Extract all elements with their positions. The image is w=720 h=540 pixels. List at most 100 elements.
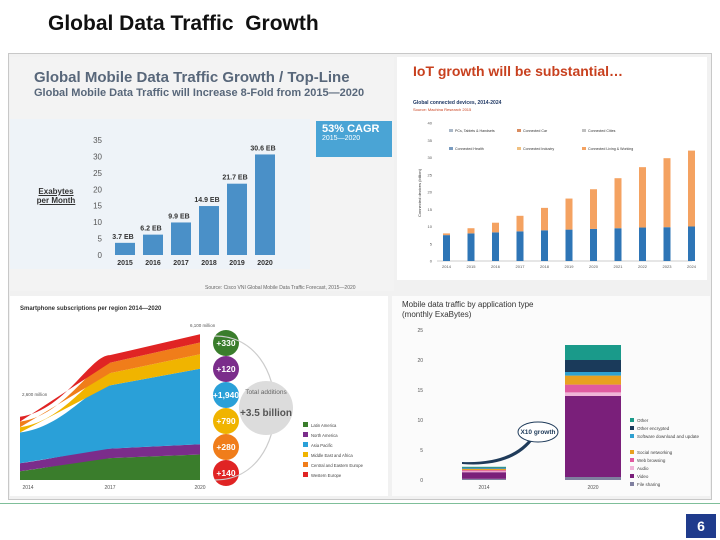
- bar-segment: [462, 472, 506, 479]
- addition-value: +280: [216, 442, 235, 452]
- addition-bubble: [213, 408, 239, 434]
- y-tick-label: 0: [98, 251, 103, 260]
- addition-value: +140: [216, 468, 235, 478]
- bar-segment: [462, 470, 506, 472]
- total-bubble: [239, 381, 293, 435]
- bar-segment: [565, 345, 621, 360]
- y-tick-label: 20: [93, 185, 102, 194]
- x-tick-label: 2019: [229, 260, 245, 267]
- y-axis-label: Exabytes per Month: [36, 187, 76, 205]
- bar-segment: [462, 471, 506, 473]
- addition-value: +120: [216, 364, 235, 374]
- bar-segment: [663, 227, 671, 261]
- iot-growth-panel: IoT growth will be substantial… Global c…: [397, 57, 707, 280]
- legend-swatch: [303, 472, 308, 477]
- legend-label: Connected Car: [523, 129, 548, 133]
- addition-value: +330: [216, 338, 235, 348]
- legend-swatch: [517, 129, 521, 132]
- iot-devices-chart: Connected devices (billion) 0 5 10 15 20 25 30 3…: [417, 121, 697, 270]
- panel-title: Mobile data traffic by application type: [402, 300, 534, 309]
- x-tick-label: 2020: [194, 485, 205, 491]
- cagr-period: 2015—2020: [322, 135, 361, 142]
- bar-segment: [565, 384, 621, 393]
- cagr-value: 53% CAGR: [322, 123, 380, 135]
- bar-segment: [565, 396, 621, 477]
- legend-swatch: [630, 458, 634, 462]
- smartphone-subscriptions-panel: Smartphone subscriptions per region 2014…: [10, 296, 388, 496]
- legend-swatch: [630, 474, 634, 478]
- legend-swatch: [630, 466, 634, 470]
- bar-segment: [639, 227, 646, 261]
- area-series: [20, 354, 200, 433]
- bar-segment: [565, 372, 621, 376]
- data-label: 14.9 EB: [194, 197, 219, 204]
- legend-label: PCs, Tablets & Handsets: [455, 129, 495, 133]
- area-series: [20, 334, 200, 422]
- x-tick-label: 2015: [467, 264, 477, 269]
- end-value-label: 6,100 million: [190, 323, 216, 328]
- bar-segment: [462, 466, 506, 468]
- addition-bubble: [213, 382, 239, 408]
- legend-swatch: [449, 147, 453, 150]
- legend-label: Connected Industry: [523, 147, 554, 151]
- bar-segment: [462, 467, 506, 469]
- legend-swatch: [303, 462, 308, 467]
- chart-title: Global connected devices, 2014-2024: [413, 100, 502, 106]
- bar-segment: [516, 215, 524, 232]
- y-tick-label: 25: [93, 169, 102, 178]
- bar: [199, 206, 219, 255]
- legend-swatch: [303, 422, 308, 427]
- legend-label: Connected Living & Working: [588, 147, 633, 151]
- bar-segment: [639, 167, 646, 228]
- bar: [227, 183, 247, 255]
- y-tick-label: 20: [428, 190, 433, 195]
- data-label: 21.7 EB: [222, 175, 247, 182]
- bar: [115, 242, 135, 255]
- start-value-label: 2,600 million: [22, 392, 48, 397]
- legend-label: Connected Health: [455, 147, 484, 151]
- legend-label: Latin America: [311, 423, 337, 428]
- legend-label: Software download and update: [637, 434, 700, 439]
- y-tick-label: 15: [428, 207, 433, 212]
- legend-swatch: [630, 426, 634, 430]
- bar-segment: [467, 228, 475, 234]
- bar-segment: [565, 229, 573, 261]
- bar-segment: [443, 233, 450, 236]
- x-tick-label: 2020: [257, 260, 273, 267]
- page-number: 6: [686, 514, 716, 538]
- y-tick-label: 30: [93, 152, 102, 161]
- cagr-badge: 53% CAGR 2015—2020: [316, 121, 392, 157]
- legend-swatch: [517, 147, 521, 150]
- x-tick-label: 2018: [201, 260, 217, 267]
- panel-subtitle: (monthly ExaBytes): [402, 310, 472, 319]
- legend-swatch: [582, 129, 586, 132]
- bar-segment: [565, 360, 621, 372]
- application-traffic-chart: 0 5 10 15 20 25 2014 2020 X10 growth Other Other e…: [417, 328, 700, 491]
- panel-title: Smartphone subscriptions per region 2014…: [20, 306, 162, 312]
- source-note: Source: Cisco VNI Global Mobile Data Tra…: [205, 285, 356, 291]
- y-tick-label: 20: [417, 358, 423, 364]
- y-tick-label: 35: [93, 136, 102, 145]
- legend-swatch: [630, 482, 634, 486]
- bar-segment: [492, 232, 499, 261]
- bar-segment: [443, 235, 450, 261]
- x-tick-label: 2017: [104, 485, 115, 491]
- legend-label: Other encrypted: [637, 426, 670, 431]
- mobile-traffic-bar-chart: 0 5 10 15 20 25 30 35 2015 3.7 EB 2016 6.2 EB 2017 9.…: [93, 136, 276, 267]
- legend-swatch: [449, 129, 453, 132]
- data-label: 30.6 EB: [250, 145, 275, 152]
- panel-title: Global Mobile Data Traffic Growth / Top-…: [34, 69, 350, 86]
- area-series: [20, 368, 200, 464]
- bar-segment: [541, 230, 548, 261]
- x-tick-label: 2017: [173, 260, 189, 267]
- y-tick-label: 5: [430, 241, 433, 246]
- growth-annotation-text: X10 growth: [520, 429, 555, 436]
- bar-segment: [541, 207, 548, 231]
- legend-label: File sharing: [637, 482, 661, 487]
- y-tick-label: 25: [428, 172, 433, 177]
- bar: [171, 222, 191, 255]
- addition-bubble: [213, 356, 239, 382]
- y-tick-label: 35: [428, 138, 433, 143]
- y-tick-label: 15: [417, 388, 423, 394]
- smartphone-area-chart: 2,600 million 6,100 million 2014 2017 2020 +3…: [20, 323, 364, 491]
